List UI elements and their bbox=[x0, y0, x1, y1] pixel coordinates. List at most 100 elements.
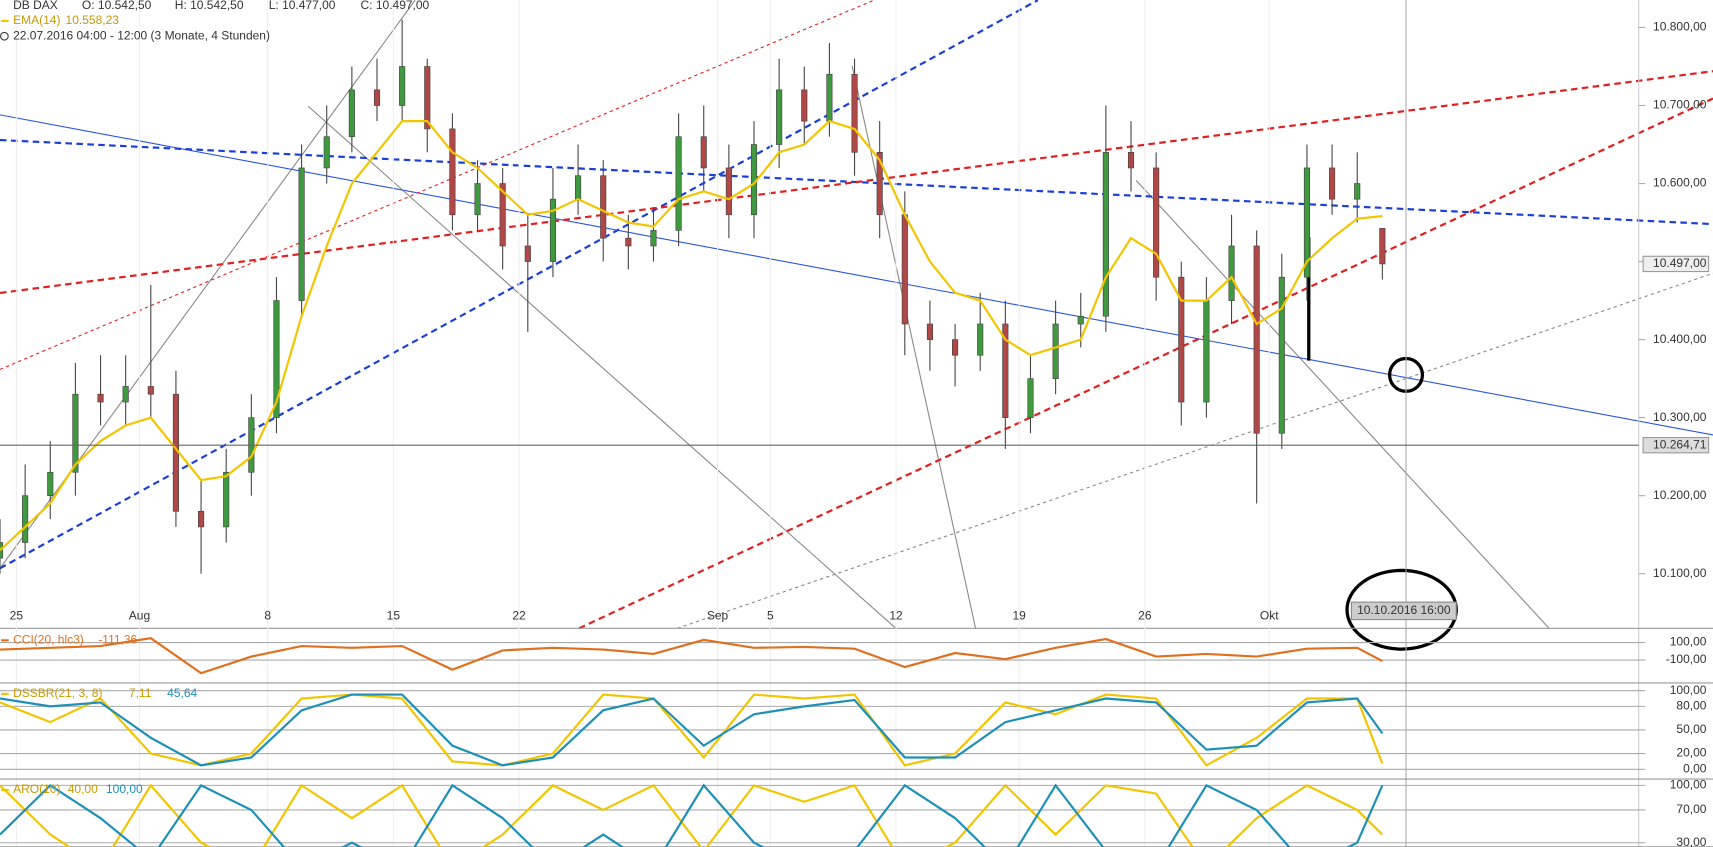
candle-body bbox=[449, 128, 456, 216]
candle-body bbox=[1329, 167, 1336, 200]
y-tick-label: -100,00 bbox=[1666, 652, 1707, 666]
x-tick-label: 8 bbox=[264, 608, 271, 622]
price-box bbox=[1642, 436, 1710, 454]
price-label: 10.497,00 bbox=[1653, 256, 1707, 270]
candle-body bbox=[1228, 245, 1235, 301]
panel-value: -111,36 bbox=[98, 633, 137, 647]
candle-body bbox=[323, 136, 330, 169]
candle-body bbox=[348, 89, 355, 138]
candle-body bbox=[1253, 245, 1260, 434]
candle-body bbox=[474, 183, 481, 216]
subtitle: 22.07.2016 04:00 - 12:00 (3 Monate, 4 St… bbox=[13, 28, 270, 42]
series-line bbox=[0, 119, 1383, 552]
panel-value: 45,64 bbox=[167, 686, 197, 700]
candle-body bbox=[198, 510, 205, 528]
y-tick-label: 10.600,00 bbox=[1653, 176, 1707, 190]
y-tick-label: 10.200,00 bbox=[1653, 488, 1707, 502]
y-tick-label: 20,00 bbox=[1676, 746, 1706, 760]
x-tick-label: 22 bbox=[512, 608, 526, 622]
y-tick-label: 50,00 bbox=[1676, 722, 1706, 736]
candle-body bbox=[1077, 315, 1084, 325]
candle-body bbox=[1027, 378, 1034, 418]
candle-body bbox=[952, 339, 959, 356]
trendline bbox=[0, 114, 1713, 436]
candle-body bbox=[223, 471, 230, 528]
ohlc: C: 10.497,00 bbox=[361, 0, 430, 12]
candle-body bbox=[801, 89, 808, 122]
trendline bbox=[1135, 180, 1550, 629]
y-tick-label: 10.100,00 bbox=[1653, 566, 1707, 580]
candle-body bbox=[1278, 276, 1285, 434]
candle-body bbox=[72, 393, 79, 473]
candle-body bbox=[700, 136, 707, 169]
candle-body bbox=[1002, 323, 1009, 418]
candle-body bbox=[1153, 167, 1160, 278]
ohlc: O: 10.542,50 bbox=[82, 0, 152, 12]
trendline bbox=[677, 272, 1713, 629]
candle-body bbox=[424, 66, 431, 130]
x-tick-label: 15 bbox=[387, 608, 401, 622]
candle-body bbox=[650, 230, 657, 247]
candle-body bbox=[22, 495, 29, 543]
panel-value: 100,00 bbox=[106, 782, 143, 796]
y-tick-label: 100,00 bbox=[1670, 635, 1707, 649]
y-tick-label: 0,00 bbox=[1683, 761, 1707, 775]
x-tick-label: Okt bbox=[1260, 608, 1279, 622]
x-tick-label: Aug bbox=[129, 608, 150, 622]
price-box bbox=[1642, 255, 1710, 273]
candle-body bbox=[977, 323, 984, 356]
cursor-label: 10.10.2016 16:00 bbox=[1357, 603, 1451, 617]
series-line bbox=[0, 783, 1384, 847]
y-tick-label: 10.700,00 bbox=[1653, 98, 1707, 112]
panel-title: CCI(20, hlc3) bbox=[13, 633, 84, 647]
x-tick-label: 25 bbox=[10, 608, 24, 622]
price-label: 10.264,71 bbox=[1653, 437, 1707, 451]
x-tick-label: Sep bbox=[707, 608, 729, 622]
y-tick-label: 80,00 bbox=[1676, 699, 1706, 713]
symbol: DB DAX bbox=[13, 0, 58, 12]
ema-name: EMA(14) bbox=[13, 13, 60, 27]
trendline bbox=[578, 97, 1713, 630]
candle-body bbox=[1102, 152, 1109, 317]
header: DB DAX O: 10.542,50 H: 10.542,50 L: 10.4… bbox=[0, 0, 1457, 796]
candle-body bbox=[122, 386, 129, 403]
ohlc: H: 10.542,50 bbox=[175, 0, 244, 12]
candle-body bbox=[1379, 228, 1386, 265]
candle-body bbox=[876, 152, 883, 216]
panel-value: 7,11 bbox=[129, 686, 152, 700]
candle-body bbox=[298, 167, 305, 301]
panel-value: 40,00 bbox=[68, 782, 98, 796]
panel-title: ARO(10) bbox=[13, 782, 60, 796]
y-tick-label: 70,00 bbox=[1676, 802, 1706, 816]
y-tick-label: 10.800,00 bbox=[1653, 20, 1707, 34]
candle-body bbox=[97, 393, 104, 403]
candle-body bbox=[47, 471, 54, 497]
candle-body bbox=[373, 89, 381, 106]
y-tick-label: 10.300,00 bbox=[1653, 410, 1707, 424]
candle-body bbox=[926, 323, 934, 340]
candle-body bbox=[1203, 300, 1210, 403]
series-line bbox=[0, 693, 1384, 767]
candle-body bbox=[1178, 276, 1185, 403]
candle-body bbox=[549, 198, 556, 262]
trendline bbox=[307, 105, 897, 629]
panel-title: DSSBR(21, 3, 8) bbox=[13, 686, 102, 700]
candle-body bbox=[499, 183, 506, 247]
y-tick-label: 100,00 bbox=[1670, 778, 1707, 792]
candle-body bbox=[776, 89, 783, 145]
series-line bbox=[0, 693, 1384, 767]
x-tick-label: 12 bbox=[889, 608, 903, 622]
clock-icon bbox=[0, 31, 9, 41]
trendline bbox=[0, 0, 875, 370]
candle-body bbox=[147, 386, 154, 395]
candle-body bbox=[1303, 167, 1311, 278]
ema-value: 10.558,23 bbox=[66, 13, 120, 27]
x-tick-label: 19 bbox=[1012, 608, 1026, 622]
x-tick-label: 26 bbox=[1138, 608, 1152, 622]
y-tick-label: 10.400,00 bbox=[1653, 332, 1707, 346]
trendline bbox=[0, 70, 1713, 295]
ohlc: L: 10.477,00 bbox=[269, 0, 336, 12]
